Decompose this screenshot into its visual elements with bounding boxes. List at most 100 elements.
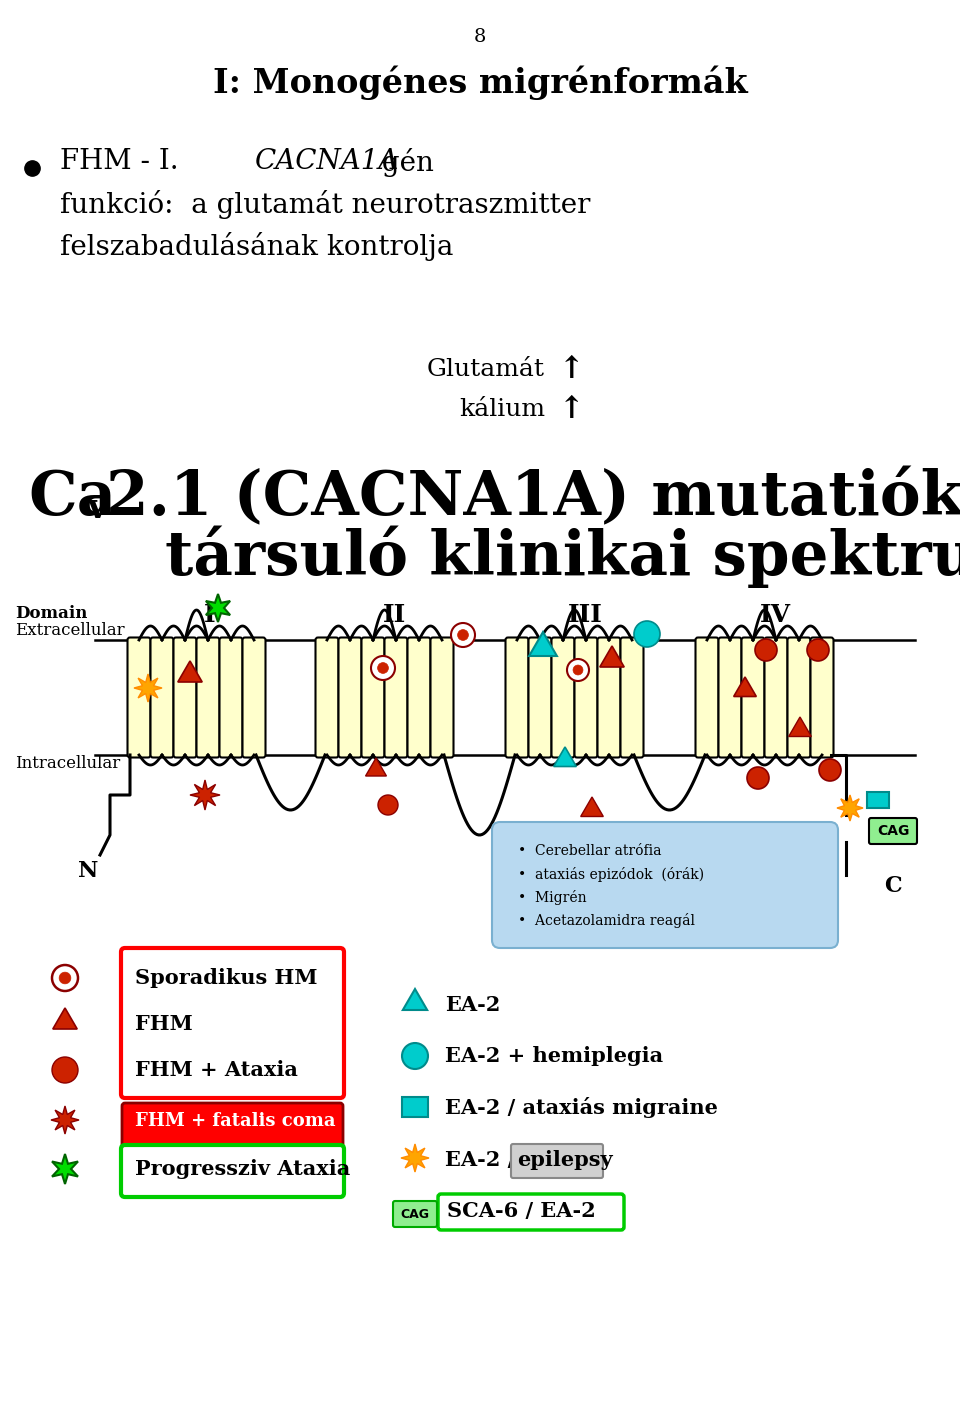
Polygon shape <box>178 661 203 682</box>
FancyBboxPatch shape <box>407 637 430 758</box>
FancyBboxPatch shape <box>597 637 620 758</box>
Polygon shape <box>53 1008 77 1029</box>
Text: ↑: ↑ <box>558 354 584 385</box>
Text: IV: IV <box>759 602 790 628</box>
FancyBboxPatch shape <box>764 637 787 758</box>
FancyBboxPatch shape <box>362 637 385 758</box>
FancyBboxPatch shape <box>574 637 597 758</box>
Circle shape <box>52 965 78 991</box>
Text: v: v <box>88 491 108 525</box>
Polygon shape <box>51 1106 79 1134</box>
FancyBboxPatch shape <box>695 637 718 758</box>
Polygon shape <box>190 781 220 810</box>
Polygon shape <box>401 1144 429 1172</box>
Text: Sporadikus HM: Sporadikus HM <box>135 967 318 988</box>
FancyBboxPatch shape <box>174 637 197 758</box>
Text: epilepsy: epilepsy <box>517 1150 612 1170</box>
Text: Glutamát: Glutamát <box>427 358 545 380</box>
FancyBboxPatch shape <box>529 637 551 758</box>
Circle shape <box>567 658 589 681</box>
Text: III: III <box>567 602 603 628</box>
Polygon shape <box>600 646 624 667</box>
FancyBboxPatch shape <box>128 637 151 758</box>
Text: FHM: FHM <box>135 1014 193 1033</box>
FancyBboxPatch shape <box>121 1146 344 1198</box>
Bar <box>402 1098 428 1116</box>
Polygon shape <box>581 797 603 817</box>
Text: EA-2 / ataxiás migraine: EA-2 / ataxiás migraine <box>445 1097 718 1118</box>
Text: FHM + fatalis coma: FHM + fatalis coma <box>135 1112 335 1130</box>
Circle shape <box>377 663 389 674</box>
FancyBboxPatch shape <box>197 637 220 758</box>
FancyBboxPatch shape <box>492 821 838 948</box>
Circle shape <box>378 795 398 814</box>
FancyBboxPatch shape <box>810 637 833 758</box>
FancyBboxPatch shape <box>741 637 764 758</box>
Circle shape <box>402 1043 428 1068</box>
Circle shape <box>807 639 829 661</box>
Polygon shape <box>403 988 427 1009</box>
Polygon shape <box>205 594 230 622</box>
FancyBboxPatch shape <box>438 1193 624 1230</box>
FancyBboxPatch shape <box>430 637 453 758</box>
Text: FHM - I.: FHM - I. <box>60 147 250 176</box>
Circle shape <box>634 621 660 647</box>
Polygon shape <box>366 758 387 776</box>
FancyBboxPatch shape <box>339 637 362 758</box>
Circle shape <box>819 760 841 781</box>
Text: gén: gén <box>373 147 434 177</box>
FancyBboxPatch shape <box>385 637 407 758</box>
FancyBboxPatch shape <box>551 637 574 758</box>
FancyBboxPatch shape <box>718 637 741 758</box>
Polygon shape <box>134 674 162 702</box>
FancyBboxPatch shape <box>151 637 174 758</box>
Circle shape <box>755 639 777 661</box>
Circle shape <box>60 972 71 984</box>
Polygon shape <box>789 717 811 737</box>
Text: CAG: CAG <box>400 1207 429 1220</box>
Circle shape <box>371 656 395 680</box>
Text: •  ataxiás epizódok  (órák): • ataxiás epizódok (órák) <box>518 868 704 882</box>
Text: •  Cerebellar atrófia: • Cerebellar atrófia <box>518 844 661 858</box>
Text: felszabadulásának kontrolja: felszabadulásának kontrolja <box>60 232 453 261</box>
FancyBboxPatch shape <box>121 948 344 1098</box>
FancyBboxPatch shape <box>393 1200 437 1227</box>
Text: EA-2 + hemiplegia: EA-2 + hemiplegia <box>445 1046 663 1066</box>
Text: EA-2 /: EA-2 / <box>445 1150 522 1170</box>
Text: I: Monogénes migrénformák: I: Monogénes migrénformák <box>212 65 748 100</box>
Text: ↑: ↑ <box>558 395 584 425</box>
Polygon shape <box>733 677 756 696</box>
Text: kálium: kálium <box>459 397 545 421</box>
Text: Ca: Ca <box>28 468 116 528</box>
Text: Intracellular: Intracellular <box>15 755 120 772</box>
Text: EA-2: EA-2 <box>445 995 500 1015</box>
Text: II: II <box>383 602 407 628</box>
Text: CACNA1A: CACNA1A <box>255 147 399 176</box>
Text: I: I <box>204 602 216 628</box>
Circle shape <box>52 1057 78 1082</box>
Text: funkció:  a glutamát neurotraszmitter: funkció: a glutamát neurotraszmitter <box>60 190 590 219</box>
Text: SCA-6 / EA-2: SCA-6 / EA-2 <box>447 1200 596 1221</box>
Text: •  Migrén: • Migrén <box>518 890 587 906</box>
FancyBboxPatch shape <box>511 1144 603 1178</box>
Circle shape <box>451 623 475 647</box>
Text: társuló klinikai spektrum: társuló klinikai spektrum <box>165 526 960 588</box>
Bar <box>867 792 889 809</box>
FancyBboxPatch shape <box>316 637 339 758</box>
Text: 2.1 (CACNA1A) mutatiók és a: 2.1 (CACNA1A) mutatiók és a <box>106 468 960 528</box>
Text: Domain: Domain <box>15 605 87 622</box>
Text: 8: 8 <box>474 28 486 46</box>
Text: N: N <box>78 861 98 882</box>
FancyBboxPatch shape <box>787 637 810 758</box>
Polygon shape <box>554 747 576 767</box>
FancyBboxPatch shape <box>620 637 643 758</box>
Polygon shape <box>52 1154 78 1184</box>
Polygon shape <box>529 632 557 656</box>
FancyBboxPatch shape <box>506 637 529 758</box>
Text: Progressziv Ataxia: Progressziv Ataxia <box>135 1158 350 1179</box>
Text: •  Acetazolamidra reagál: • Acetazolamidra reagál <box>518 913 695 928</box>
Circle shape <box>747 767 769 789</box>
FancyBboxPatch shape <box>243 637 266 758</box>
Circle shape <box>458 629 468 640</box>
Text: Extracellular: Extracellular <box>15 622 125 639</box>
